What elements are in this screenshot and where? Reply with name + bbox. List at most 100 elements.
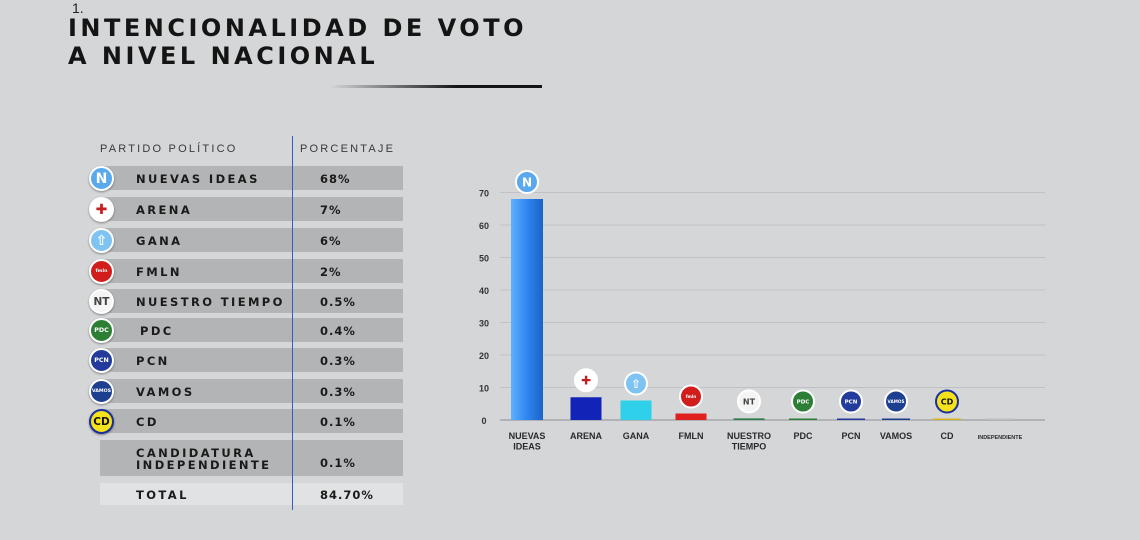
- logo-glyph: VAMOS: [888, 399, 905, 404]
- party-name: FMLN: [136, 265, 182, 279]
- vamos-logo-icon: VAMOS: [89, 379, 114, 404]
- title-line-1: INTENCIONALIDAD DE VOTO: [68, 14, 527, 42]
- x-tick-label: VAMOS: [880, 431, 912, 441]
- x-tick-label: INDEPENDIENTE: [978, 435, 1023, 441]
- nuevas-ideas-logo-icon: [515, 170, 539, 194]
- bar: [570, 397, 602, 420]
- party-name: NUEVAS IDEAS: [136, 172, 260, 186]
- cd-logo-icon: [935, 389, 959, 414]
- party-percentage: 0.1%: [320, 415, 356, 429]
- bar: [882, 418, 910, 420]
- column-header-party: PARTIDO POLÍTICO: [100, 143, 238, 155]
- arena-logo-icon: [574, 368, 598, 393]
- bar: [933, 418, 961, 420]
- table-row: [100, 348, 403, 372]
- gana-logo-icon: [624, 371, 648, 396]
- party-name: ARENA: [136, 203, 193, 217]
- pdc-logo-icon: PDC: [89, 318, 114, 343]
- party-name: PDC: [140, 324, 174, 338]
- logo-glyph: PCN: [845, 399, 858, 405]
- column-divider: [292, 136, 293, 510]
- logo-glyph: fmln: [686, 394, 697, 399]
- y-tick-label: 60: [479, 221, 489, 231]
- x-tick-label: NUEVAS: [509, 431, 546, 441]
- y-tick-label: 10: [479, 384, 489, 394]
- gana-logo-icon: ⇧: [89, 228, 114, 253]
- bar: [837, 418, 865, 420]
- x-tick-label: ARENA: [570, 431, 603, 441]
- y-tick-label: 30: [479, 319, 489, 329]
- table-row: [100, 379, 403, 403]
- bar: [620, 400, 652, 420]
- pdc-logo-icon: [791, 389, 815, 414]
- bar: [789, 418, 817, 420]
- title-line-2: A NIVEL NACIONAL: [68, 42, 379, 70]
- logo-glyph: ⇧: [631, 377, 641, 391]
- table-row-total: [100, 483, 403, 505]
- party-percentage: 0.1%: [320, 456, 356, 470]
- logo-glyph: ✚: [581, 374, 591, 388]
- party-name: VAMOS: [136, 385, 195, 399]
- total-value: 84.70%: [320, 488, 374, 502]
- party-name: GANA: [136, 234, 183, 248]
- fmln-logo-icon: [679, 384, 703, 409]
- logo-glyph: N: [522, 175, 532, 189]
- y-tick-label: 50: [479, 254, 489, 264]
- nuestro-tiempo-logo-icon: NT: [89, 289, 114, 314]
- column-header-percentage: PORCENTAJE: [300, 143, 396, 155]
- table-row: [100, 289, 403, 313]
- y-tick-label: 70: [479, 189, 489, 199]
- party-percentage: 0.4%: [320, 324, 356, 338]
- table-row: [100, 166, 403, 190]
- party-percentage: 0.3%: [320, 385, 356, 399]
- table-row: [100, 259, 403, 283]
- table-row: [100, 440, 403, 476]
- party-percentage: 0.5%: [320, 295, 356, 309]
- party-percentage: 0.3%: [320, 354, 356, 368]
- page-title: INTENCIONALIDAD DE VOTO A NIVEL NACIONAL: [68, 14, 527, 70]
- bar: [511, 199, 543, 420]
- bar: [675, 413, 707, 420]
- arena-logo-icon: ✚: [89, 197, 114, 222]
- party-name-line-1: CANDIDATURA: [136, 446, 256, 460]
- logo-glyph: NT: [743, 397, 756, 406]
- party-percentage: 2%: [320, 265, 342, 279]
- title-underline: [330, 85, 542, 88]
- table-row: [100, 318, 403, 342]
- y-tick-label: 20: [479, 351, 489, 361]
- party-name-line-2: INDEPENDIENTE: [136, 458, 272, 472]
- cd-logo-icon: CD: [89, 409, 114, 434]
- bar: [986, 418, 1014, 420]
- pcn-logo-icon: PCN: [89, 348, 114, 373]
- y-tick-label: 0: [481, 416, 486, 426]
- party-name: CD: [136, 415, 159, 429]
- y-tick-label: 40: [479, 286, 489, 296]
- section-number: 1.: [72, 0, 84, 16]
- nuevas-ideas-logo-icon: N: [89, 166, 114, 191]
- x-tick-label: NUESTRO: [727, 431, 771, 441]
- nuestro-tiempo-logo-icon: [737, 389, 761, 414]
- x-tick-label: TIEMPO: [732, 442, 767, 452]
- logo-glyph: CD: [941, 397, 954, 406]
- party-percentage: 6%: [320, 234, 342, 248]
- party-percentage: 7%: [320, 203, 342, 217]
- logo-glyph: PDC: [797, 399, 810, 405]
- vamos-logo-icon: [884, 389, 908, 414]
- table-row: [100, 228, 403, 252]
- party-percentage: 68%: [320, 172, 351, 186]
- pcn-logo-icon: [839, 389, 863, 414]
- x-tick-label: FMLN: [679, 431, 704, 441]
- x-tick-label: PCN: [841, 431, 860, 441]
- total-label: TOTAL: [136, 488, 189, 502]
- party-name: PCN: [136, 354, 170, 368]
- fmln-logo-icon: fmln: [89, 259, 114, 284]
- bar: [733, 418, 765, 420]
- party-name: NUESTRO TIEMPO: [136, 295, 285, 309]
- x-tick-label: GANA: [623, 431, 650, 441]
- table-row: [100, 409, 403, 433]
- x-tick-label: IDEAS: [513, 442, 541, 452]
- x-tick-label: CD: [941, 431, 954, 441]
- x-tick-label: PDC: [793, 431, 813, 441]
- table-row: [100, 197, 403, 221]
